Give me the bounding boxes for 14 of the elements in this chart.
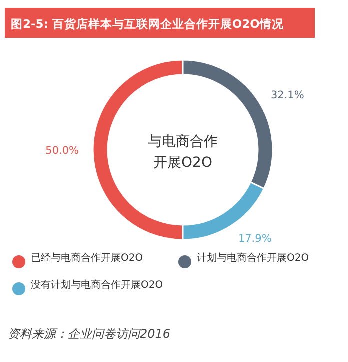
legend-label: 已经与电商合作开展O2O — [31, 252, 144, 264]
data-label: 17.9% — [238, 232, 272, 245]
legend-item: 计划与电商合作开展O2O — [178, 253, 310, 268]
text: 开展O2O — [154, 155, 212, 171]
legend-label: 计划与电商合作开展O2O — [197, 252, 310, 264]
legend-item: 已经与电商合作开展O2O — [12, 253, 144, 268]
text: 资料来源：企业问卷访问2016 — [8, 327, 171, 341]
legend-item: 没有计划与电商合作开展O2O — [12, 280, 164, 296]
chart-title: 图2-5: 百货店样本与互联网企业合作开展O2O情况 — [11, 17, 285, 31]
data-label: 32.1% — [270, 90, 304, 102]
legend-label: 没有计划与电商合作开展O2O — [31, 279, 164, 291]
data-label: 50.0% — [46, 145, 80, 157]
title: 图2-5: 百货店样本与互联网企业合作开展O2O情况 — [5, 8, 315, 38]
text: 与电商合作 — [148, 134, 218, 150]
